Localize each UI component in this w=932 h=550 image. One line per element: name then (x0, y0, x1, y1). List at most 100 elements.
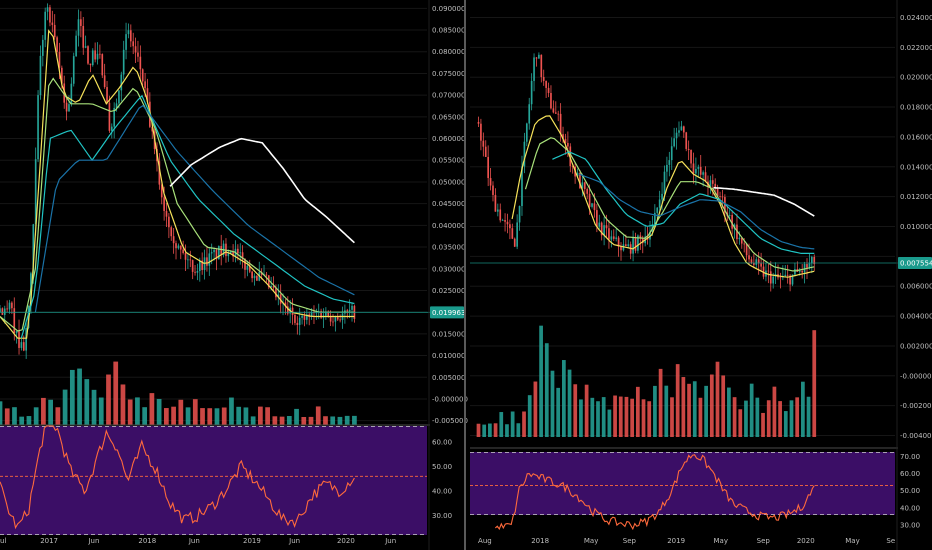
candle-body (542, 77, 545, 81)
candle-body (139, 56, 142, 70)
candle-body (303, 315, 306, 320)
candle-body (84, 46, 87, 48)
candle-body (70, 83, 73, 105)
time-tick-label: May (845, 537, 859, 545)
candle-body (256, 275, 258, 281)
candle-body (275, 287, 277, 298)
candle-body (163, 197, 165, 211)
candle-body (334, 316, 337, 322)
volume-bar (522, 411, 526, 437)
candle-body (265, 274, 268, 276)
candle-body (41, 39, 44, 56)
candle-body (608, 228, 610, 240)
candle-body (658, 199, 661, 208)
candle-body (75, 35, 77, 57)
candle-body (286, 306, 289, 314)
candle-body (738, 237, 741, 240)
candle-body (198, 260, 201, 271)
volume-bar (613, 395, 617, 437)
volume-bar (200, 408, 205, 425)
candle-body (220, 246, 223, 256)
candle-body (241, 252, 244, 259)
candle-body (165, 210, 168, 217)
last-price-badge-box (898, 257, 932, 270)
candle-body (227, 253, 230, 257)
candle-body (709, 180, 712, 188)
volume-bar (308, 416, 314, 425)
volume-bar (715, 361, 720, 437)
candle-body (506, 221, 509, 225)
time-tick-label: Sep (757, 537, 771, 545)
rsi-tick-label: 70.00 (900, 453, 920, 461)
candle-body (270, 285, 272, 288)
candle-body (218, 246, 220, 259)
volume-bar (801, 381, 805, 437)
volume-bar (229, 397, 234, 425)
volume-bar (567, 369, 572, 437)
candle-body (511, 228, 514, 239)
candle-body (639, 235, 642, 239)
candle-body (627, 244, 630, 247)
volume-bar (675, 364, 680, 437)
candle-body (44, 11, 47, 40)
volume-bar (709, 374, 714, 437)
volume-bar (789, 400, 794, 437)
volume-bar (561, 360, 566, 437)
volume-bar (761, 412, 765, 437)
candle-body (791, 274, 794, 285)
volume-bar (641, 399, 646, 437)
price-tick-label: 0.022000 (900, 44, 932, 52)
candle-body (194, 271, 196, 273)
price-tick-label: -0.004000 (900, 432, 932, 440)
volume-bar (772, 386, 777, 437)
candle-body (699, 166, 702, 175)
time-tick-label: 2019 (667, 537, 685, 545)
volume-bar (337, 416, 343, 425)
volume-bar (533, 381, 538, 437)
candle-body (714, 183, 717, 189)
volume-bar (171, 406, 176, 425)
candle-body (496, 209, 499, 212)
volume-bar (19, 416, 25, 425)
time-tick-label: May (714, 537, 728, 545)
volume-bar (12, 407, 17, 425)
candle-body (182, 249, 184, 253)
price-tick-label: -0.002000 (900, 402, 932, 410)
candle-body (170, 227, 173, 237)
volume-bar (84, 379, 90, 425)
volume-bar (4, 408, 10, 425)
price-tick-label: 0.080000 (432, 48, 465, 56)
candle-body (753, 262, 755, 265)
volume-bar (778, 401, 782, 437)
volume-bar (601, 397, 606, 437)
volume-bar (755, 397, 760, 437)
candle-body (239, 252, 242, 254)
time-tick-label: May (584, 537, 598, 545)
moving-average-line-ma-fast (511, 115, 815, 278)
volume-bar (579, 399, 583, 437)
volume-bar (482, 424, 487, 437)
candle-body (34, 159, 37, 225)
candle-body (516, 222, 518, 247)
price-tick-label: 0.040000 (432, 222, 465, 230)
volume-bar (692, 381, 697, 437)
candle-body (779, 277, 782, 279)
price-tick-label: 0.025000 (432, 287, 465, 295)
candle-body (695, 168, 697, 174)
candle-body (668, 160, 671, 165)
candle-body (232, 251, 234, 257)
volume-bar (243, 407, 249, 425)
candle-body (554, 112, 557, 114)
candle-body (141, 69, 144, 82)
rsi-tick-label: 30.00 (432, 512, 452, 520)
volume-bar (527, 395, 532, 437)
volume-bar (590, 397, 595, 437)
price-tick-label: 0.005000 (432, 374, 465, 382)
candle-body (346, 310, 349, 312)
candle-body (134, 46, 137, 53)
price-tick-label: 0.010000 (900, 223, 932, 231)
volume-bar (286, 416, 292, 425)
price-tick-label: 0.014000 (900, 163, 932, 171)
volume-bar (704, 385, 708, 437)
candle-body (557, 113, 560, 115)
